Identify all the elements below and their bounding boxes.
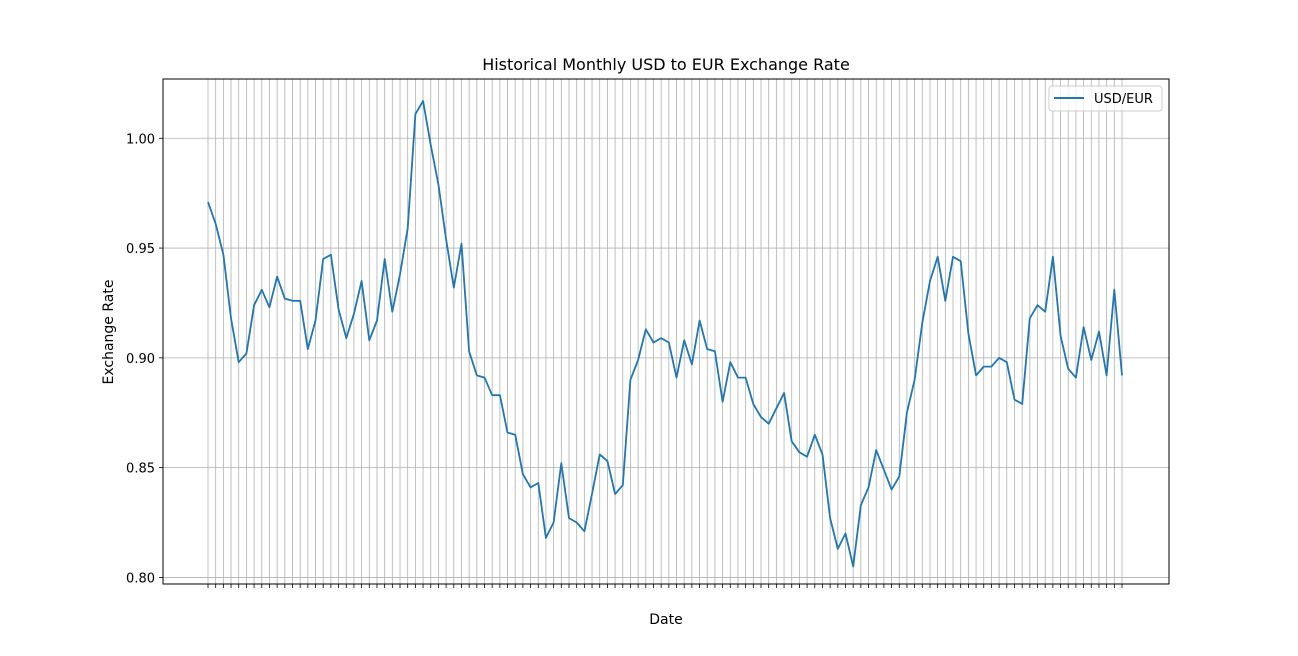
legend-box — [1048, 85, 1163, 112]
y-tick-label: 0.85 — [126, 462, 155, 477]
x-axis-title: Date — [649, 612, 682, 628]
series-line-usd-eur — [207, 100, 1123, 568]
y-tick-label: 1.00 — [126, 132, 155, 147]
y-tick-label: 0.90 — [126, 352, 155, 367]
chart-title: Historical Monthly USD to EUR Exchange R… — [482, 55, 850, 74]
legend-label-usd-eur: USD/EUR — [1094, 92, 1153, 107]
grid-lines — [163, 79, 1169, 584]
y-axis-title: Exchange Rate — [101, 280, 117, 385]
legend: USD/EUR — [1048, 85, 1163, 112]
y-tick-label: 0.80 — [126, 571, 155, 586]
axis-ticks: 0.80 0.85 0.90 0.95 1.00 — [126, 132, 1123, 588]
y-tick-label: 0.95 — [126, 242, 155, 257]
series-line-layer — [207, 100, 1123, 568]
plot-area-frame — [162, 78, 1170, 585]
